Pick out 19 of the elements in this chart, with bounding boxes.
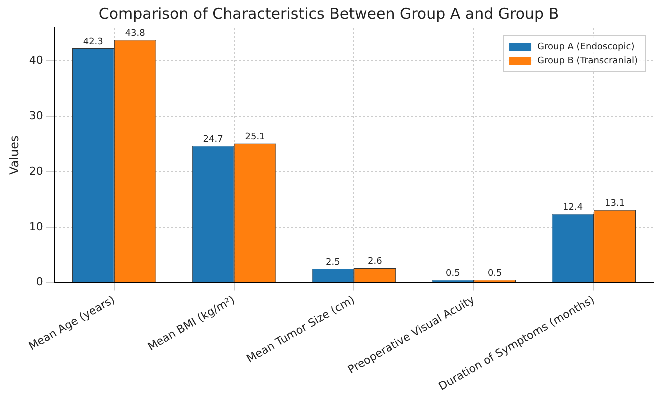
data-label: 2.6 <box>368 257 383 268</box>
legend-label: Group B (Transcranial) <box>538 56 638 66</box>
data-label: 12.4 <box>563 202 584 213</box>
y-tick-label: 40 <box>29 54 44 68</box>
data-label: 25.1 <box>245 132 266 143</box>
y-tick-label: 0 <box>36 276 44 289</box>
data-label: 43.8 <box>125 29 146 40</box>
data-label: 0.5 <box>446 268 460 279</box>
data-label: 42.3 <box>83 37 104 48</box>
data-label: 2.5 <box>326 258 340 268</box>
y-tick-label: 10 <box>29 220 44 234</box>
legend-label: Group A (Endoscopic) <box>538 42 635 52</box>
data-label: 13.1 <box>605 199 626 210</box>
y-tick-label: 30 <box>29 109 44 122</box>
data-label: 24.7 <box>203 134 224 145</box>
y-axis-title: Values <box>7 136 22 176</box>
data-label: 0.5 <box>488 268 502 279</box>
chart-title: Comparison of Characteristics Between Group A and Group B <box>98 4 560 23</box>
y-tick-label: 20 <box>29 164 44 178</box>
